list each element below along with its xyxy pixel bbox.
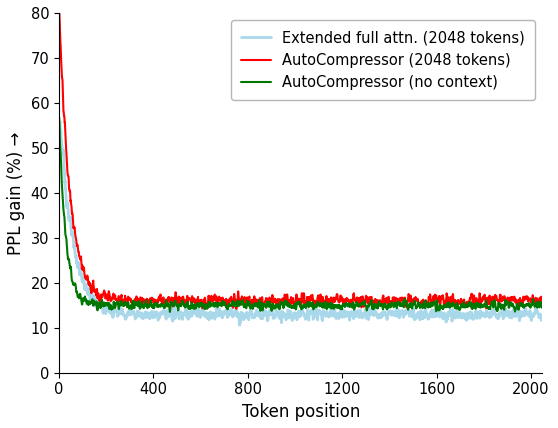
AutoCompressor (2048 tokens) [297, 303, 304, 308]
AutoCompressor (no context) [539, 303, 546, 308]
Extended full attn. (2048 tokens) [237, 322, 243, 327]
AutoCompressor (2048 tokens) [539, 295, 546, 300]
Extended full attn. (2048 tokens) [57, 119, 64, 124]
AutoCompressor (2048 tokens) [307, 296, 314, 301]
AutoCompressor (no context) [306, 300, 313, 305]
AutoCompressor (2048 tokens) [241, 297, 248, 302]
Y-axis label: PPL gain (%) →: PPL gain (%) → [7, 131, 25, 255]
AutoCompressor (2048 tokens) [56, 6, 62, 11]
AutoCompressor (no context) [307, 303, 314, 308]
Extended full attn. (2048 tokens) [109, 312, 116, 317]
Extended full attn. (2048 tokens) [117, 309, 123, 314]
AutoCompressor (no context) [241, 302, 248, 307]
Extended full attn. (2048 tokens) [213, 307, 220, 312]
AutoCompressor (2048 tokens) [233, 306, 239, 312]
AutoCompressor (2048 tokens) [306, 296, 313, 301]
AutoCompressor (2048 tokens) [196, 300, 203, 305]
AutoCompressor (no context) [297, 306, 304, 311]
AutoCompressor (no context) [56, 115, 62, 120]
Line: Extended full attn. (2048 tokens): Extended full attn. (2048 tokens) [60, 122, 542, 325]
Extended full attn. (2048 tokens) [309, 309, 315, 315]
AutoCompressor (no context) [196, 303, 203, 308]
Extended full attn. (2048 tokens) [539, 313, 546, 318]
X-axis label: Token position: Token position [242, 403, 360, 421]
AutoCompressor (no context) [167, 309, 174, 315]
Extended full attn. (2048 tokens) [413, 313, 420, 318]
AutoCompressor (no context) [412, 302, 418, 307]
Line: AutoCompressor (no context): AutoCompressor (no context) [59, 117, 542, 312]
Extended full attn. (2048 tokens) [504, 311, 511, 316]
Legend: Extended full attn. (2048 tokens), AutoCompressor (2048 tokens), AutoCompressor : Extended full attn. (2048 tokens), AutoC… [231, 20, 535, 100]
Line: AutoCompressor (2048 tokens): AutoCompressor (2048 tokens) [59, 9, 542, 309]
AutoCompressor (2048 tokens) [412, 295, 418, 300]
